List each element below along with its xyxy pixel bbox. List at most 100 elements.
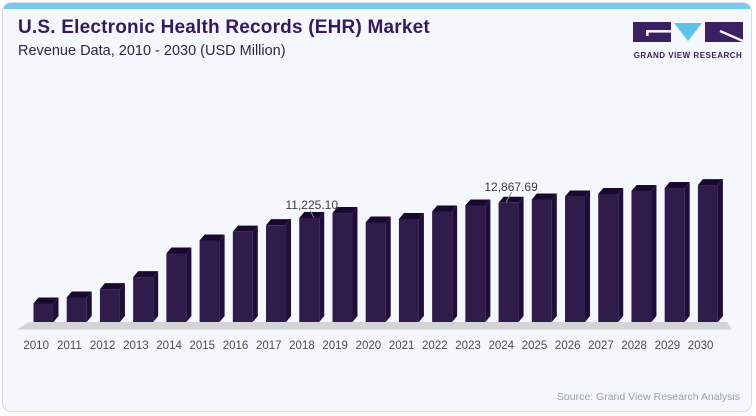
bar-front-face xyxy=(199,240,220,322)
bar-top-face xyxy=(33,297,59,304)
data-label-2024: 12,867.69 xyxy=(484,180,538,203)
bar-front-face xyxy=(99,289,120,322)
bar-side-face xyxy=(452,205,458,322)
bar-top-face xyxy=(66,291,92,298)
bar-2030 xyxy=(697,179,723,322)
bar-side-face xyxy=(119,283,125,322)
bar-2010 xyxy=(33,297,59,322)
x-tick-2016: 2016 xyxy=(223,340,249,352)
bar-side-face xyxy=(86,291,92,322)
bar-side-face xyxy=(186,247,192,322)
bar-2012 xyxy=(99,283,125,322)
source-attribution: Source: Grand View Research Analysis xyxy=(556,391,740,403)
bar-top-face xyxy=(432,205,458,212)
bar-side-face xyxy=(684,182,690,322)
bar-side-face xyxy=(518,196,524,322)
bar-2021 xyxy=(398,212,424,322)
bar-side-face xyxy=(352,207,358,322)
bar-2015 xyxy=(199,234,225,322)
bar-side-face xyxy=(153,271,159,322)
bar-top-face xyxy=(631,184,657,191)
x-tick-2018: 2018 xyxy=(289,340,315,352)
page-title: U.S. Electronic Health Records (EHR) Mar… xyxy=(18,17,430,38)
bar-front-face xyxy=(432,211,453,322)
bar-2020 xyxy=(365,216,391,322)
bar-side-face xyxy=(551,193,557,322)
bar-2013 xyxy=(133,271,159,322)
x-tick-2025: 2025 xyxy=(522,340,548,352)
label-pointer-line xyxy=(309,210,315,218)
x-tick-2013: 2013 xyxy=(123,340,149,352)
bar-top-face xyxy=(199,234,225,241)
bar-top-face xyxy=(598,187,624,194)
bar-side-face xyxy=(585,190,591,322)
logo-wordmark: GRAND VIEW RESEARCH xyxy=(633,51,743,60)
bar-top-face xyxy=(664,182,690,189)
x-tick-2010: 2010 xyxy=(23,340,49,352)
bar-front-face xyxy=(266,225,287,322)
top-accent-bar xyxy=(3,3,751,9)
bar-top-face xyxy=(266,219,292,226)
bar-side-face xyxy=(53,297,59,322)
bar-front-face xyxy=(598,193,619,322)
bar-top-face xyxy=(232,225,258,232)
bar-2023 xyxy=(465,199,491,322)
bar-2025 xyxy=(531,193,557,322)
bar-side-face xyxy=(651,184,657,322)
x-tick-2021: 2021 xyxy=(389,340,415,352)
bar-front-face xyxy=(332,213,353,322)
bar-2014 xyxy=(166,247,192,322)
bar-2027 xyxy=(598,187,624,322)
bar-front-face xyxy=(133,277,154,322)
bar-top-face xyxy=(697,179,723,186)
data-label-2018: 11,225.10 xyxy=(286,198,339,218)
label-pointer-line xyxy=(505,192,513,203)
bar-top-face xyxy=(133,271,159,278)
bar-2011 xyxy=(66,291,92,322)
grand-view-research-logo: GRAND VIEW RESEARCH xyxy=(633,21,744,60)
x-tick-2030: 2030 xyxy=(688,340,714,352)
x-tick-2017: 2017 xyxy=(256,340,282,352)
bar-2018 xyxy=(299,212,325,322)
bar-top-face xyxy=(166,247,192,254)
x-tick-2011: 2011 xyxy=(57,340,82,352)
x-tick-2014: 2014 xyxy=(156,340,182,352)
bar-front-face xyxy=(465,205,486,322)
bar-top-face xyxy=(565,190,591,197)
bar-side-face xyxy=(286,219,292,322)
bar-front-face xyxy=(66,297,87,322)
x-tick-2019: 2019 xyxy=(322,340,348,352)
bar-front-face xyxy=(232,231,253,322)
bar-2026 xyxy=(565,190,591,322)
bar-top-face xyxy=(465,199,491,206)
bar-front-face xyxy=(664,188,685,322)
bar-top-face xyxy=(531,193,557,200)
data-label-text: 12,867.69 xyxy=(484,180,538,194)
x-tick-2026: 2026 xyxy=(555,340,581,352)
data-label-text: 11,225.10 xyxy=(286,198,339,212)
x-tick-2023: 2023 xyxy=(455,340,481,352)
bar-top-face xyxy=(398,212,424,219)
gvr-logo-icon xyxy=(633,22,744,43)
bar-side-face xyxy=(252,225,258,322)
x-tick-2027: 2027 xyxy=(588,340,614,352)
bar-2019 xyxy=(332,207,358,322)
x-tick-2028: 2028 xyxy=(621,340,647,352)
bar-2016 xyxy=(232,225,258,322)
chart-header: U.S. Electronic Health Records (EHR) Mar… xyxy=(18,17,430,59)
bar-front-face xyxy=(398,218,419,322)
bar-front-face xyxy=(498,202,519,322)
x-tick-2020: 2020 xyxy=(356,340,382,352)
page-subtitle: Revenue Data, 2010 - 2030 (USD Million) xyxy=(18,43,286,59)
bar-side-face xyxy=(319,212,325,322)
x-tick-2012: 2012 xyxy=(90,340,116,352)
bar-2017 xyxy=(266,219,292,322)
x-tick-2029: 2029 xyxy=(655,340,681,352)
chart-card xyxy=(2,2,752,412)
bar-side-face xyxy=(219,234,225,322)
bar-front-face xyxy=(33,303,54,322)
bar-top-face xyxy=(299,212,325,218)
chart-floor xyxy=(17,322,732,330)
bar-front-face xyxy=(565,196,586,322)
